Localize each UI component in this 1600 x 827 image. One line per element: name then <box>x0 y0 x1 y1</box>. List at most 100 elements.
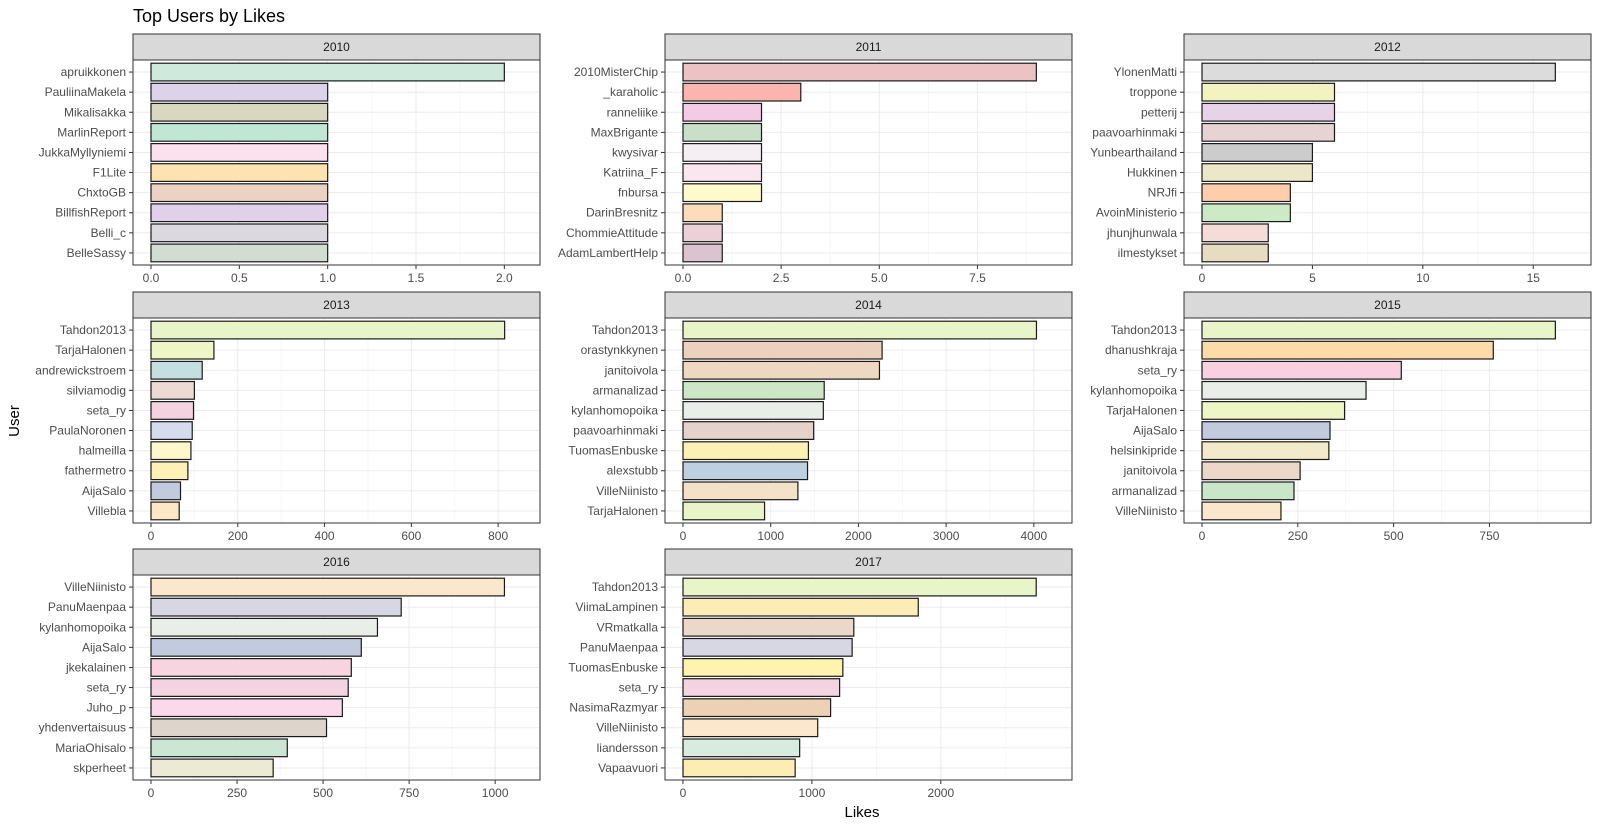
facet-strip <box>132 291 541 319</box>
category-label: dhanushkraja <box>1105 343 1177 357</box>
x-tick-label: 2000 <box>927 786 954 800</box>
facet-panel-2017: 2017 0 1000 2000 Tahdon2013 ViimaLampinen VRma… <box>568 548 1073 800</box>
category-label: Hukkinen <box>1127 166 1177 180</box>
facet-panel-2014: 2014 0 1000 2000 3000 4000 Tahdon2013 orastynkk… <box>568 291 1073 543</box>
bar-Mikalisakka <box>150 102 329 122</box>
category-label: ilmestykset <box>1118 246 1178 260</box>
bar-VilleNiinisto <box>682 481 799 501</box>
category-label: _karaholic <box>602 85 658 99</box>
category-label: seta_ry <box>87 681 126 695</box>
x-tick-label: 0 <box>680 786 687 800</box>
facet-strip <box>664 33 1073 61</box>
x-tick-label: 0.0 <box>675 271 692 285</box>
bar-YlonenMatti <box>1201 62 1556 82</box>
category-label: fnbursa <box>618 186 658 200</box>
bar-PaulaNoronen <box>150 421 193 440</box>
category-label: PanuMaenpaa <box>580 640 658 654</box>
facet-strip-label: 2011 <box>856 40 882 54</box>
category-label: yhdenvertaisuus <box>39 721 126 735</box>
x-tick-label: 500 <box>1384 529 1404 543</box>
category-label: VilleNiinisto <box>596 721 658 735</box>
bar-armanalizad <box>1201 481 1295 501</box>
bar-orastynkkynen <box>682 340 883 360</box>
category-label: AijaSalo <box>82 640 126 654</box>
category-label: Tahdon2013 <box>60 323 126 337</box>
facet-strip-label: 2017 <box>855 555 882 569</box>
x-tick-label: 1.0 <box>319 271 336 285</box>
bar-PanuMaenpaa <box>682 637 853 657</box>
x-tick-label: 0 <box>680 529 687 543</box>
x-tick-label: 250 <box>1288 529 1308 543</box>
bar-Vapaavuori <box>682 758 796 778</box>
bar-Tahdon2013 <box>150 320 506 340</box>
category-label: PauliinaMakela <box>45 85 127 99</box>
category-label: DarinBresnitz <box>586 206 658 220</box>
bar-VRmatkalla <box>682 617 855 637</box>
bar-kylanhomopoika <box>682 401 824 420</box>
bar-VilleNiinisto <box>682 718 819 738</box>
x-tick-label: 1000 <box>757 529 784 543</box>
category-label: kylanhomopoika <box>39 620 126 634</box>
x-tick-label: 7.5 <box>969 271 986 285</box>
category-label: kwysivar <box>612 145 658 159</box>
facet-panel-2012: 2012 0 5 10 15 YlonenMatti troppone petterij paa… <box>1090 33 1592 285</box>
category-label: janitoivola <box>1123 464 1178 478</box>
category-label: BelleSassy <box>67 246 126 260</box>
category-label: PaulaNoronen <box>49 424 126 438</box>
category-label: VRmatkalla <box>597 620 659 634</box>
facet-strip-label: 2010 <box>323 40 350 54</box>
category-label: TarjaHalonen <box>587 504 658 518</box>
bar-helsinkipride <box>1201 441 1330 461</box>
bar-kylanhomopoika <box>150 617 379 637</box>
category-label: TarjaHalonen <box>55 343 126 357</box>
category-label: ranneliike <box>607 105 659 119</box>
facet-strip <box>1183 33 1592 61</box>
category-label: AdamLambertHelp <box>558 246 658 260</box>
bar-yhdenvertaisuus <box>150 718 328 738</box>
bar-seta_ry <box>150 401 195 420</box>
bar-AijaSalo <box>150 637 362 657</box>
bar-seta_ry <box>1201 360 1402 380</box>
x-tick-label: 0 <box>148 529 155 543</box>
category-label: kylanhomopoika <box>1090 383 1177 397</box>
x-tick-label: 0 <box>1199 271 1206 285</box>
category-label: apruikkonen <box>61 65 126 79</box>
category-label: Tahdon2013 <box>592 323 658 337</box>
category-label: TuomasEnbuske <box>568 444 658 458</box>
bar-armanalizad <box>682 380 825 400</box>
category-label: petterij <box>1141 105 1177 119</box>
bar-paavoarhinmaki <box>682 421 815 440</box>
x-tick-label: 2.0 <box>496 271 513 285</box>
panel-border <box>132 59 541 266</box>
panel-border <box>664 574 1073 781</box>
bar-janitoivola <box>1201 461 1301 481</box>
bar-Yunbearthailand <box>1201 143 1314 162</box>
x-tick-label: 3000 <box>933 529 960 543</box>
bar-alexstubb <box>682 461 809 481</box>
bar-PauliinaMakela <box>150 82 329 102</box>
bar-kylanhomopoika <box>1201 380 1367 400</box>
category-label: MarlinReport <box>57 125 126 139</box>
x-tick-label: 200 <box>228 529 248 543</box>
category-label: kylanhomopoika <box>571 403 658 417</box>
bar-halmeilla <box>150 441 192 461</box>
x-tick-label: 0.0 <box>143 271 160 285</box>
bar-dhanushkraja <box>1201 340 1494 360</box>
bar-DarinBresnitz <box>682 203 723 223</box>
x-tick-label: 10 <box>1416 271 1430 285</box>
bar-petterij <box>1201 102 1336 122</box>
bar-BelleSassy <box>150 243 329 263</box>
bar-kwysivar <box>682 143 763 162</box>
bar-seta_ry <box>150 678 349 697</box>
category-label: seta_ry <box>619 681 658 695</box>
facet-strip-label: 2015 <box>1374 298 1401 312</box>
panel-border <box>664 317 1073 524</box>
category-label: paavoarhinmaki <box>1092 125 1177 139</box>
category-label: halmeilla <box>79 444 127 458</box>
facet-strip <box>132 548 541 576</box>
facet-panel-2016: 2016 0 250 500 750 1000 VilleNiinisto PanuMaenp… <box>39 548 541 800</box>
bar-PanuMaenpaa <box>150 597 402 617</box>
panel-border <box>132 317 541 524</box>
category-label: MariaOhisalo <box>55 741 126 755</box>
category-label: JukkaMyllyniemi <box>39 145 126 159</box>
